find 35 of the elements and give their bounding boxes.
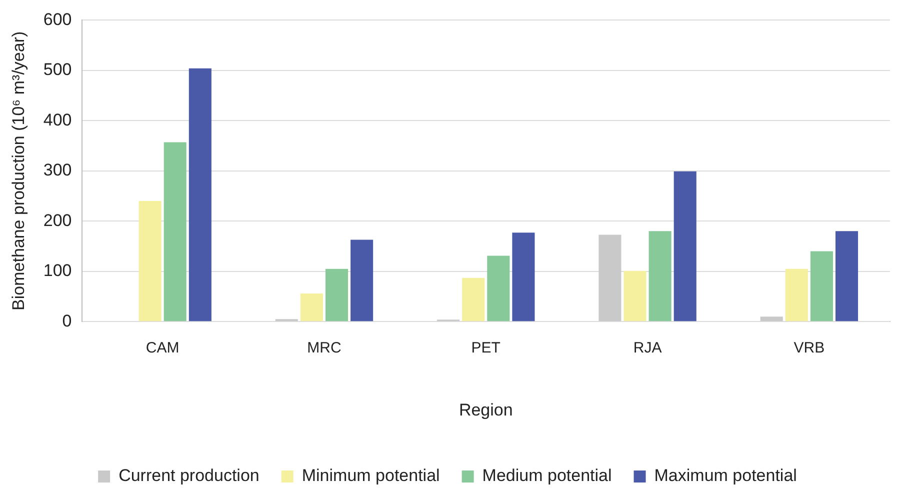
bar [188,68,212,322]
bar [512,232,535,322]
bar [598,234,622,322]
legend-label: Minimum potential [302,466,440,486]
bar [760,316,783,322]
x-axis-title: Region [458,400,513,420]
y-tick-label: 300 [43,160,72,180]
bar [648,231,672,322]
x-tick-label: CAM [146,340,180,357]
y-tick-label: 500 [43,60,72,80]
x-tick-label: MRC [307,340,342,357]
x-tick-label: VRB [794,340,825,357]
y-tick-label: 200 [43,210,72,230]
x-tick-label: RJA [633,340,662,357]
bar [350,240,374,322]
bar [835,231,858,322]
legend-label: Maximum potential [654,466,797,486]
bar [300,293,323,322]
bar [138,201,162,322]
bar [624,270,646,322]
y-tick-label: 600 [43,10,72,29]
y-tick-label: 0 [62,311,72,330]
y-tick-label: 100 [43,261,72,280]
bar [325,268,348,322]
x-tick-label: PET [471,340,500,357]
legend-label: Medium potential [482,466,612,486]
bar [674,171,696,322]
y-tick-label: 400 [43,110,72,130]
bar [164,142,186,322]
y-axis-title: Biomethane production (10⁶ m³/year) [8,31,28,310]
bar [785,268,808,322]
bar [487,256,510,322]
bar [462,278,485,322]
bar [810,251,833,322]
legend-label: Current production [118,466,260,486]
